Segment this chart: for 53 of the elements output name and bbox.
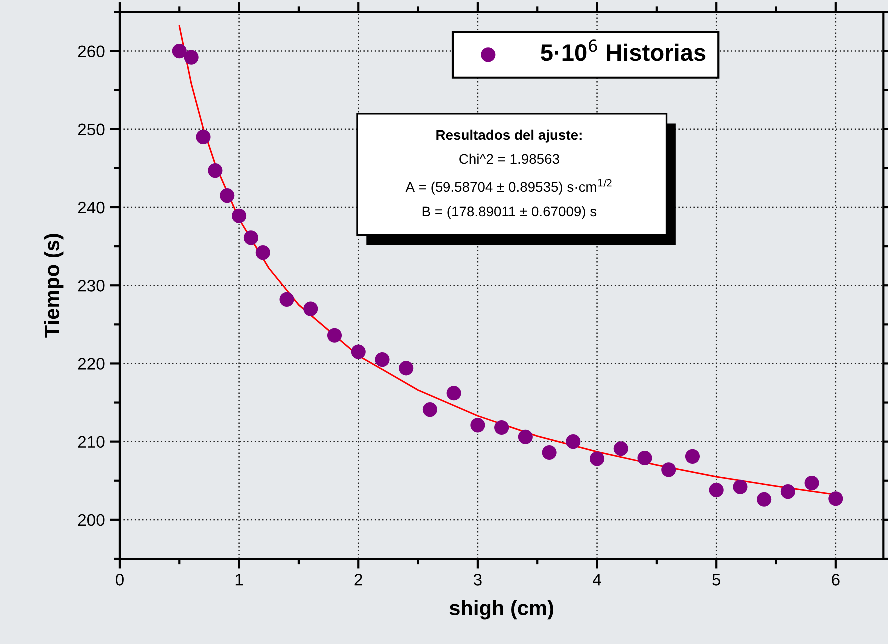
- x-axis-title: shigh (cm): [450, 600, 554, 620]
- point: [280, 292, 294, 307]
- point: [566, 434, 581, 450]
- x-tick-label: 6: [832, 574, 840, 586]
- point: [422, 402, 438, 418]
- y-tick-label: 220: [78, 358, 105, 370]
- annotation: Chi^2 = 1.98563: [460, 154, 560, 164]
- point: [709, 482, 724, 498]
- point: [685, 449, 700, 464]
- point: [780, 484, 796, 500]
- x-tick-label: 2: [354, 574, 362, 586]
- point: [614, 442, 628, 456]
- point: [590, 452, 605, 466]
- x-tick-label: 3: [474, 574, 482, 586]
- point: [542, 445, 557, 460]
- y-tick-label: 230: [78, 280, 105, 292]
- point: [256, 246, 270, 260]
- point: [232, 208, 247, 224]
- y-tick-label: 240: [78, 202, 105, 214]
- point: [733, 480, 748, 494]
- x-tick-label: 5: [712, 574, 721, 586]
- point: [327, 328, 342, 343]
- point: [208, 164, 223, 178]
- point: [220, 188, 235, 204]
- annotation: Resultados del ajuste:: [436, 130, 582, 143]
- point: [244, 230, 259, 246]
- x-tick-label: 4: [593, 574, 602, 586]
- y-tick-label: 200: [78, 514, 105, 526]
- point: [804, 476, 820, 491]
- y-axis-title: Tiempo (s): [44, 234, 64, 338]
- y-tick-label: 250: [78, 124, 105, 136]
- point: [518, 430, 533, 444]
- point: [494, 420, 510, 436]
- point: [172, 44, 187, 59]
- point: [638, 450, 652, 466]
- x-tick-label: 1: [236, 574, 244, 586]
- y-tick-label: 210: [78, 436, 105, 448]
- point: [196, 130, 211, 144]
- x-tick-label: 0: [116, 574, 124, 586]
- point: [757, 492, 772, 507]
- point: [470, 418, 486, 433]
- annotation: B = (178.89011 ± 0.67009) s: [422, 206, 597, 220]
- point: [399, 361, 414, 376]
- annotation: A = (59.58704 ± 0.89535) s·cm$^{1/2}$: [406, 179, 612, 195]
- point: [351, 344, 366, 360]
- point: [184, 50, 199, 65]
- point: [446, 386, 462, 401]
- legend-label: 5·10$^{6}$ Historias: [541, 40, 706, 62]
- point: [375, 352, 390, 368]
- point: [304, 302, 318, 316]
- point: [662, 462, 676, 478]
- point: [828, 492, 844, 506]
- y-tick-label: 260: [78, 46, 105, 58]
